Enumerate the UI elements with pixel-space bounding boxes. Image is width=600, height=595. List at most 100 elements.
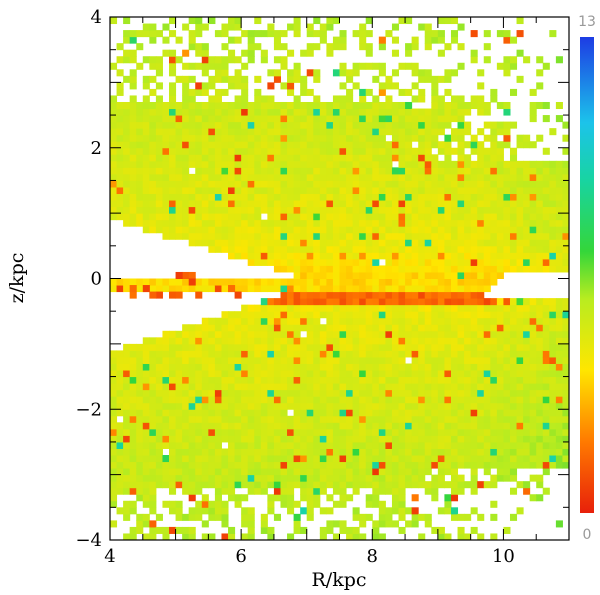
- heatmap-cell: [496, 167, 504, 175]
- heatmap-cell: [457, 265, 465, 273]
- heatmap-cell: [247, 206, 255, 214]
- heatmap-cell: [201, 402, 209, 410]
- heatmap-cell: [391, 350, 400, 358]
- heatmap-cell: [123, 75, 131, 83]
- heatmap-cell: [273, 363, 281, 371]
- heatmap-cell: [359, 422, 367, 430]
- heatmap-cell: [267, 428, 275, 436]
- heatmap-cell: [378, 513, 386, 521]
- heatmap-cell: [346, 298, 354, 306]
- heatmap-cell: [450, 232, 459, 240]
- heatmap-cell: [254, 252, 262, 260]
- heatmap-cell: [411, 180, 419, 188]
- heatmap-cell: [306, 252, 314, 260]
- heatmap-cell: [267, 95, 275, 103]
- heatmap-cell: [175, 200, 183, 208]
- heatmap-cell: [293, 324, 301, 332]
- heatmap-cell: [287, 337, 295, 345]
- heatmap-cell: [352, 448, 360, 456]
- heatmap-cell: [241, 115, 249, 123]
- heatmap-cell: [175, 481, 183, 489]
- heatmap-cell: [136, 455, 144, 463]
- heatmap-cell: [352, 487, 360, 495]
- heatmap-cell: [398, 278, 406, 286]
- heatmap-cell: [129, 101, 137, 110]
- heatmap-cell: [437, 422, 445, 430]
- heatmap-cell: [378, 62, 386, 70]
- heatmap-cell: [182, 330, 190, 338]
- heatmap-cell: [293, 95, 301, 103]
- heatmap-cell: [418, 317, 426, 325]
- heatmap-cell: [437, 245, 445, 253]
- heatmap-cell: [444, 43, 452, 51]
- heatmap-cell: [195, 487, 203, 495]
- heatmap-cell: [470, 441, 478, 449]
- heatmap-cell: [470, 481, 478, 489]
- heatmap-cell: [129, 507, 137, 515]
- heatmap-cell: [457, 147, 465, 155]
- heatmap-cell: [142, 487, 150, 495]
- heatmap-cell: [300, 245, 308, 253]
- heatmap-cell: [346, 232, 354, 240]
- heatmap-cell: [378, 481, 386, 489]
- heatmap-cell: [142, 520, 150, 528]
- heatmap-cell: [450, 173, 459, 181]
- heatmap-cell: [201, 428, 209, 436]
- heatmap-cell: [300, 448, 308, 456]
- heatmap-cell: [431, 121, 439, 129]
- heatmap-cell: [464, 317, 472, 325]
- heatmap-cell: [503, 350, 511, 358]
- heatmap-cell: [319, 415, 327, 423]
- heatmap-cell: [470, 343, 478, 351]
- heatmap-cell: [332, 186, 340, 195]
- heatmap-cell: [424, 461, 432, 469]
- heatmap-cell: [359, 324, 367, 332]
- heatmap-cell: [280, 402, 288, 410]
- heatmap-cell: [155, 474, 163, 482]
- heatmap-cell: [562, 239, 570, 247]
- heatmap-cell: [536, 389, 544, 397]
- heatmap-cell: [306, 468, 314, 476]
- heatmap-cell: [378, 206, 386, 214]
- heatmap-cell: [372, 134, 380, 142]
- heatmap-cell: [155, 108, 163, 116]
- heatmap-cell: [287, 115, 295, 123]
- heatmap-cell: [214, 500, 222, 508]
- heatmap-cell: [437, 95, 445, 103]
- heatmap-cell: [424, 370, 432, 378]
- heatmap-cell: [162, 186, 170, 195]
- heatmap-cell: [405, 17, 413, 25]
- heatmap-cell: [332, 304, 340, 312]
- heatmap-cell: [339, 206, 347, 214]
- heatmap-cell: [247, 252, 255, 260]
- heatmap-cell: [470, 402, 478, 410]
- heatmap-cell: [326, 245, 334, 253]
- heatmap-cell: [221, 219, 229, 227]
- heatmap-cell: [529, 383, 537, 391]
- heatmap-cell: [326, 363, 334, 371]
- heatmap-cell: [201, 317, 209, 325]
- heatmap-cell: [287, 428, 295, 436]
- heatmap-cell: [523, 324, 531, 332]
- heatmap-cell: [464, 441, 472, 449]
- heatmap-cell: [444, 422, 452, 430]
- heatmap-cell: [398, 219, 406, 227]
- heatmap-cell: [267, 239, 275, 247]
- heatmap-cell: [123, 448, 131, 456]
- heatmap-cell: [300, 370, 308, 378]
- heatmap-cell: [201, 415, 209, 423]
- heatmap-cell: [241, 213, 249, 221]
- heatmap-cell: [241, 389, 249, 397]
- heatmap-cell: [300, 206, 308, 214]
- heatmap-cell: [129, 56, 137, 64]
- heatmap-cell: [234, 317, 242, 325]
- heatmap-cell: [431, 383, 439, 391]
- heatmap-cell: [267, 278, 275, 286]
- heatmap-cell: [182, 88, 190, 96]
- heatmap-cell: [424, 396, 432, 404]
- heatmap-cell: [424, 428, 432, 436]
- heatmap-cell: [503, 474, 511, 482]
- heatmap-cell: [300, 82, 308, 90]
- heatmap-cell: [372, 441, 380, 449]
- heatmap-cell: [241, 337, 249, 345]
